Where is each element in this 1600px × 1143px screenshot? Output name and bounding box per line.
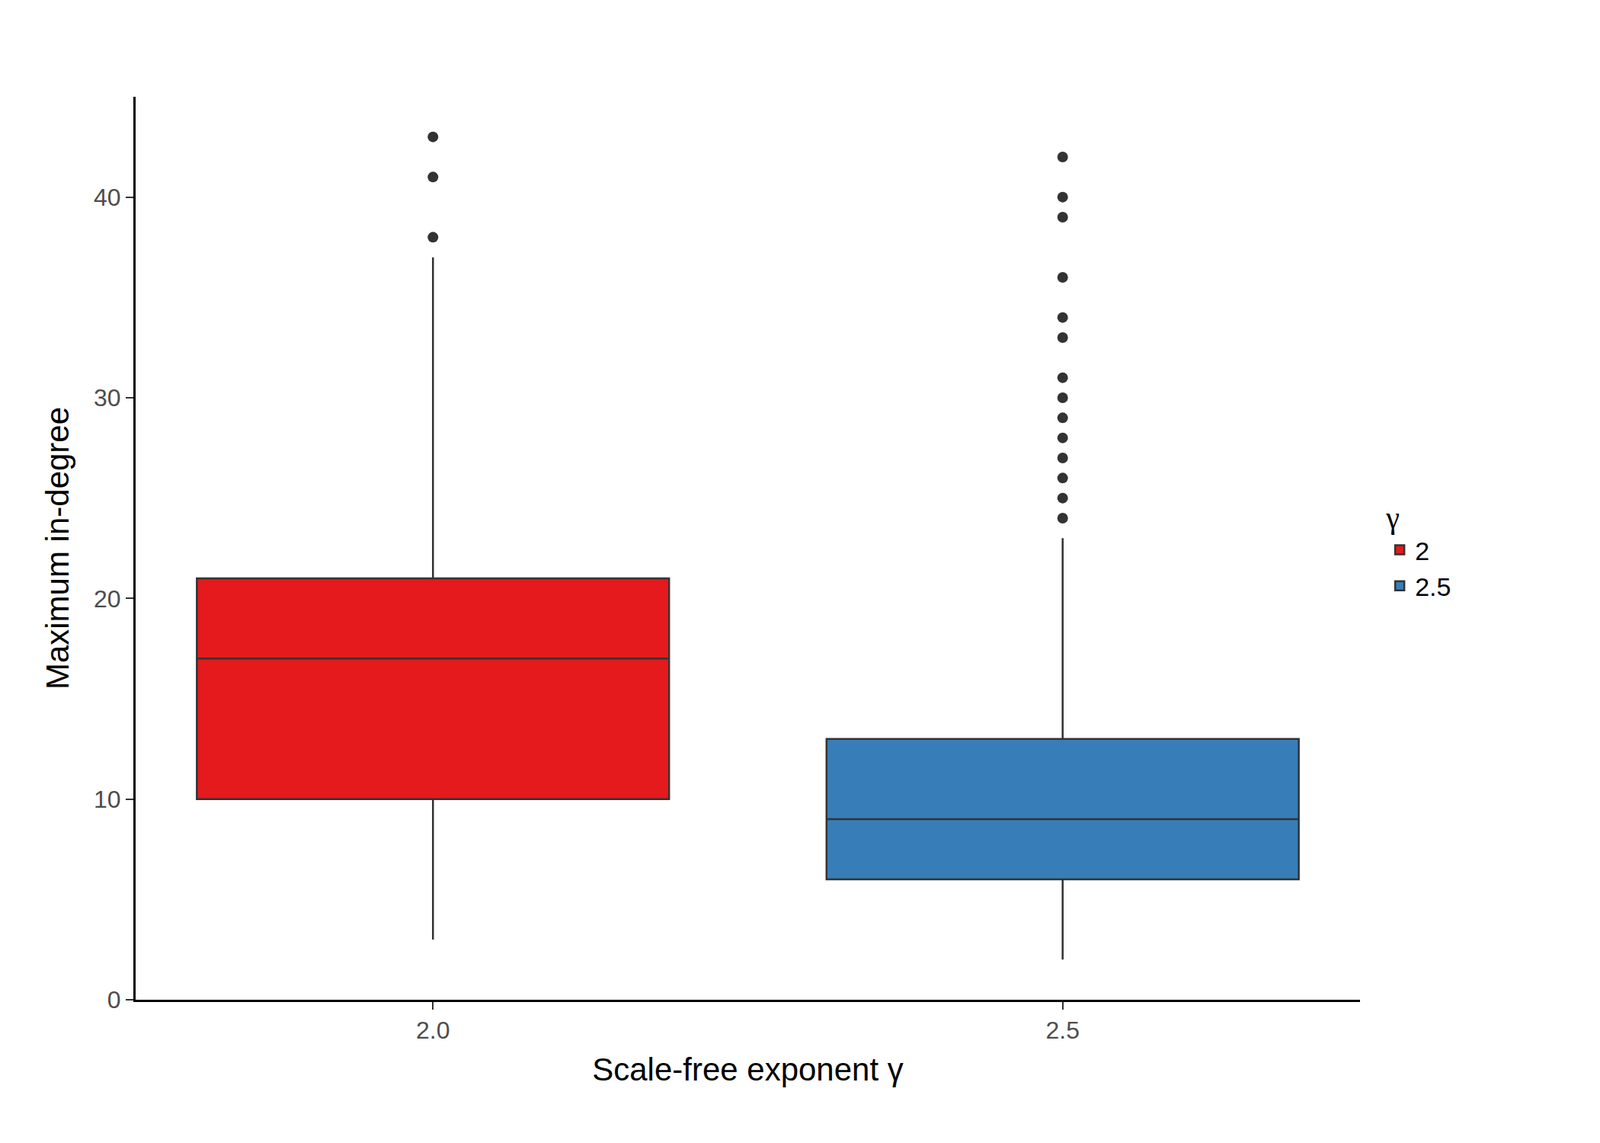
svg-text:30: 30: [93, 384, 122, 412]
svg-text:0: 0: [107, 985, 122, 1014]
svg-text:Maximum in-degree: Maximum in-degree: [39, 406, 76, 690]
svg-text:2.0: 2.0: [416, 1016, 450, 1044]
svg-text:20: 20: [93, 585, 122, 613]
svg-text:10: 10: [93, 785, 122, 813]
svg-text:2.5: 2.5: [1414, 572, 1451, 602]
svg-text:2: 2: [1414, 536, 1430, 566]
svg-text:2.5: 2.5: [1045, 1016, 1079, 1044]
svg-text:γ: γ: [1385, 500, 1400, 535]
svg-text:40: 40: [93, 183, 122, 212]
svg-text:Scale-free exponent γ: Scale-free exponent γ: [592, 1051, 904, 1088]
